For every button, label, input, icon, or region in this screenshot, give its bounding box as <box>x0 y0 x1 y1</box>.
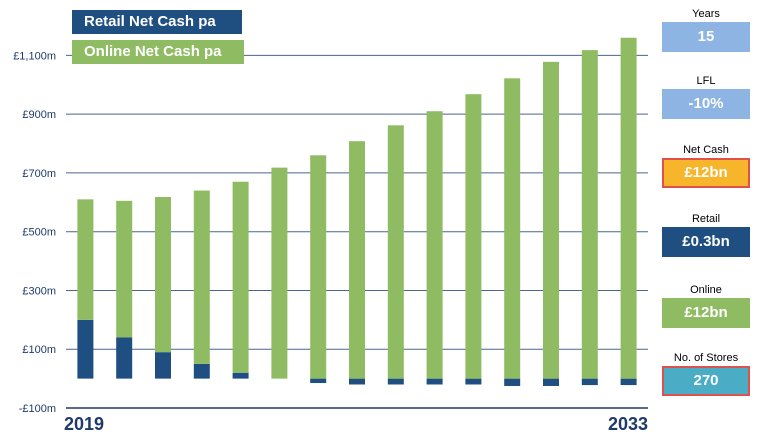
stat-retail: Retail £0.3bn <box>662 211 750 257</box>
bar-retail <box>426 378 443 385</box>
bar-online <box>620 37 637 379</box>
stat-retail-value: £0.3bn <box>662 227 750 257</box>
y-tick-label: -£100m <box>19 403 56 415</box>
y-tick-label: £700m <box>22 168 56 180</box>
bar-online <box>77 199 94 320</box>
stat-net-cash-value: £12bn <box>662 158 750 188</box>
bar-retail <box>310 378 327 384</box>
bar-online <box>349 141 365 379</box>
bars <box>77 37 637 386</box>
stat-lfl-label: LFL <box>696 75 716 87</box>
stat-net-cash-label: Net Cash <box>683 144 729 156</box>
bar-online <box>155 197 171 353</box>
y-tick-label: £300m <box>22 285 56 297</box>
stat-online-value: £12bn <box>662 298 750 328</box>
stat-years-label: Years <box>692 8 720 20</box>
stat-years: Years 15 <box>662 6 750 52</box>
bar-online <box>465 94 482 379</box>
bar-online <box>581 50 598 379</box>
bar-online <box>543 61 559 379</box>
bar-online <box>504 78 521 379</box>
y-tick-label: £1,100m <box>13 50 56 62</box>
stat-lfl-value: -10% <box>662 89 750 119</box>
bar-online <box>426 111 443 379</box>
legend-retail: Retail Net Cash pa <box>72 10 242 34</box>
x-label-first: 2019 <box>64 414 104 434</box>
stat-lfl: LFL -10% <box>662 73 750 119</box>
stat-stores-value: 270 <box>662 366 750 396</box>
stat-net-cash: Net Cash £12bn <box>662 142 750 188</box>
bar-retail <box>77 319 94 379</box>
bar-online <box>232 181 249 373</box>
stat-years-value: 15 <box>662 22 750 52</box>
x-label-last: 2033 <box>608 414 648 434</box>
y-tick-label: £900m <box>22 109 56 121</box>
stat-online: Online £12bn <box>662 282 750 328</box>
bar-retail <box>155 352 171 379</box>
bar-retail <box>387 378 404 385</box>
bar-online <box>271 167 288 379</box>
bar-online <box>387 125 404 379</box>
bar-retail <box>620 378 637 386</box>
bar-retail <box>193 363 210 379</box>
bar-online <box>116 200 133 338</box>
stat-retail-label: Retail <box>691 213 721 225</box>
y-tick-label: £100m <box>22 344 56 356</box>
bar-retail <box>581 378 598 386</box>
bar-retail <box>232 372 249 379</box>
bar-retail <box>465 378 482 385</box>
bar-retail <box>116 337 133 379</box>
stat-stores-label: No. of Stores <box>673 352 739 364</box>
bar-online <box>193 190 210 364</box>
y-axis-ticks: -£100m £100m £300m £500m £700m £900m £1,100m <box>13 50 56 415</box>
y-tick-label: £500m <box>22 227 56 239</box>
bar-retail <box>504 378 521 386</box>
bar-retail <box>543 378 559 386</box>
stat-online-label: Online <box>690 284 722 296</box>
stat-stores: No. of Stores 270 <box>662 350 750 396</box>
bar-online <box>310 155 327 379</box>
bar-retail <box>349 378 365 385</box>
legend-online: Online Net Cash pa <box>72 40 244 64</box>
